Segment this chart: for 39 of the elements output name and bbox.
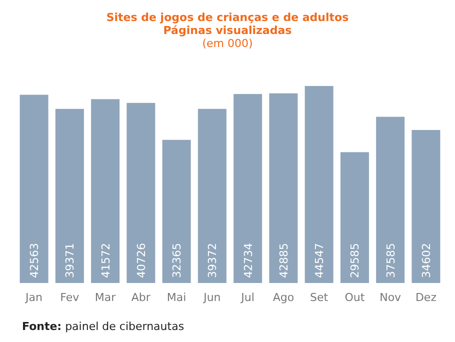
x-tick-label: Ago (272, 291, 294, 304)
data-label: 42734 (242, 243, 255, 278)
bar (412, 130, 440, 283)
x-tick-label: Jul (240, 291, 254, 304)
data-label: 34602 (420, 243, 433, 278)
bar (126, 102, 156, 283)
data-label: 39372 (206, 243, 220, 278)
data-label: 44547 (313, 243, 326, 278)
chart-subtitle: (em 000) (202, 37, 253, 50)
source-note: Fonte: painel de cibernautas (22, 320, 184, 333)
data-label: 41572 (99, 243, 112, 278)
bar (20, 94, 48, 283)
data-label: 37585 (384, 243, 398, 278)
x-tick-label: Abr (131, 291, 151, 304)
x-tick-label: Jun (202, 291, 221, 304)
data-label: 32365 (170, 243, 184, 278)
x-tick-label: Fev (60, 291, 80, 304)
x-tick-label: Out (344, 291, 366, 304)
chart-title: Sites de jogos de crianças e de adultos Páginas visualizadas (106, 11, 350, 37)
data-label: 42563 (28, 243, 42, 278)
data-label: 29585 (348, 243, 362, 278)
x-tick-label: Mai (166, 291, 186, 304)
data-label: 42885 (277, 243, 290, 278)
bar (162, 140, 191, 283)
bar (269, 93, 298, 283)
bar (304, 86, 334, 283)
bar (234, 94, 262, 283)
x-tick-label: Nov (380, 291, 402, 304)
bar (91, 99, 120, 283)
x-tick-label: Mar (94, 291, 116, 304)
bar (340, 152, 369, 283)
x-tick-label: Dez (415, 291, 437, 304)
x-tick-label: Jan (24, 291, 43, 304)
bar (198, 108, 226, 283)
x-tick-label: Set (310, 291, 329, 304)
data-label: 39371 (64, 243, 77, 278)
data-label: 40726 (134, 243, 148, 278)
bar (376, 116, 405, 283)
bar (55, 108, 84, 283)
